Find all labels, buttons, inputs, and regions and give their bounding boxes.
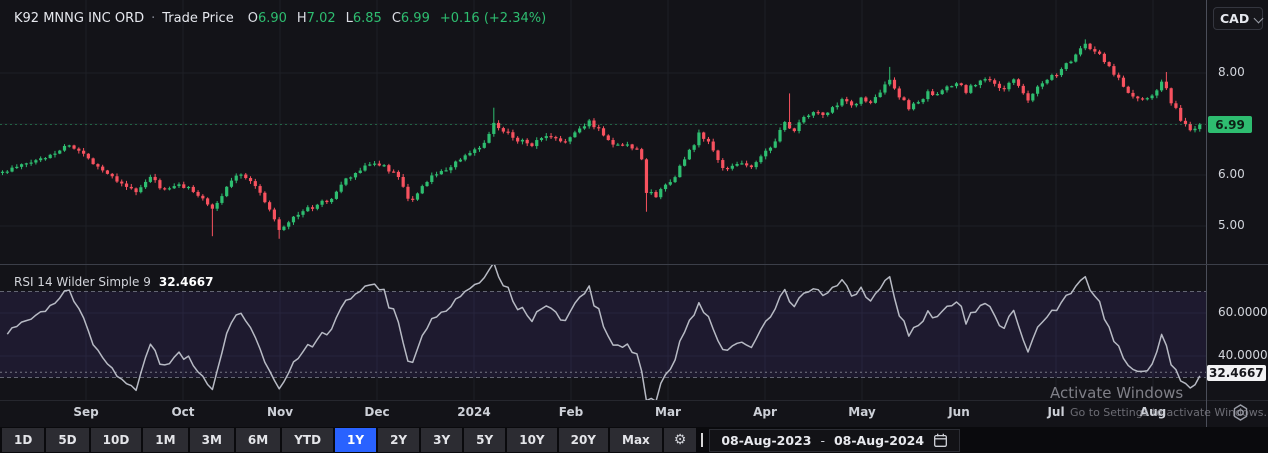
- rsi-value-badge: 32.4667: [1207, 365, 1266, 381]
- range-button-6m[interactable]: 6M: [235, 428, 281, 452]
- time-label-Jul: Jul: [1047, 405, 1065, 419]
- toolbar-divider: [701, 433, 704, 447]
- date-range-picker[interactable]: 08-Aug-2023 - 08-Aug-2024: [709, 428, 961, 452]
- rsi-tick-40.0000: 40.0000: [1218, 348, 1268, 362]
- rsi-indicator-legend: RSI 14 Wilder Simple 9 32.4667: [14, 275, 214, 289]
- date-range-end: 08-Aug-2024: [833, 432, 925, 448]
- rsi-indicator-pane[interactable]: [0, 265, 1206, 400]
- price-change: +0.16 (+2.34%): [439, 11, 547, 26]
- time-label-Jun: Jun: [948, 405, 970, 419]
- rsi-line: [6, 265, 1201, 400]
- range-button-ytd[interactable]: YTD: [282, 428, 334, 452]
- symbol-title: K92 MNNG INC ORD: [14, 11, 145, 26]
- ohlc-L: L6.85: [345, 11, 382, 26]
- chart-legend: K92 MNNG INC ORD · Trade Price O6.90 H7.0…: [14, 11, 546, 26]
- time-label-Feb: Feb: [558, 405, 584, 419]
- time-label-Mar: Mar: [655, 405, 681, 419]
- currency-label: CAD: [1220, 11, 1250, 26]
- price-tick-8.00: 8.00: [1218, 65, 1245, 79]
- ohlc-H: H7.02: [296, 11, 336, 26]
- price-tick-5.00: 5.00: [1218, 218, 1245, 232]
- range-button-5d[interactable]: 5D: [46, 428, 89, 452]
- currency-selector[interactable]: CAD: [1213, 7, 1263, 30]
- range-button-20y[interactable]: 20Y: [558, 428, 608, 452]
- date-range-separator: -: [820, 432, 825, 448]
- rsi-title-text: RSI 14 Wilder Simple 9: [14, 275, 151, 289]
- time-label-2024: 2024: [457, 405, 491, 419]
- time-label-May: May: [848, 405, 876, 419]
- price-axis-separator: [1206, 0, 1207, 447]
- pane-separator[interactable]: [0, 264, 1268, 265]
- range-toolbar: 1D 5D 10D 1M 3M 6M YTD 1Y 2Y 3Y 5Y 10Y 20Y Max ⚙ 08-Au…: [0, 427, 1268, 453]
- rsi-tick-60.0000: 60.0000: [1218, 305, 1268, 319]
- time-axis[interactable]: Sep Oct Nov Dec 2024 Feb Mar Apr May Jun Jul Aug: [0, 400, 1206, 426]
- range-button-10y[interactable]: 10Y: [507, 428, 557, 452]
- time-label-Dec: Dec: [364, 405, 390, 419]
- calendar-icon: [933, 433, 948, 448]
- timeline-separator: [0, 400, 1268, 401]
- time-label-Nov: Nov: [266, 405, 294, 419]
- ohlc-values: O6.90 H7.02 L6.85 C6.99: [248, 11, 440, 26]
- range-button-3m[interactable]: 3M: [189, 428, 234, 452]
- last-price-badge: 6.99: [1208, 116, 1252, 133]
- price-candlestick-chart[interactable]: [0, 0, 1206, 264]
- chevron-down-icon: [1255, 13, 1256, 21]
- series-label: Trade Price: [162, 11, 234, 26]
- range-button-1m[interactable]: 1M: [143, 428, 188, 452]
- ohlc-C: C6.99: [391, 11, 430, 26]
- range-button-3y[interactable]: 3Y: [421, 428, 463, 452]
- time-label-Aug: Aug: [1139, 405, 1167, 419]
- range-button-1d[interactable]: 1D: [2, 428, 45, 452]
- ohlc-O: O6.90: [247, 11, 287, 26]
- range-button-5y[interactable]: 5Y: [464, 428, 506, 452]
- range-button-2y[interactable]: 2Y: [378, 428, 420, 452]
- chart-settings-icon[interactable]: [1230, 402, 1251, 423]
- time-label-Sep: Sep: [73, 405, 99, 419]
- time-label-Apr: Apr: [753, 405, 777, 419]
- range-button-10d[interactable]: 10D: [90, 428, 142, 452]
- date-range-start: 08-Aug-2023: [721, 432, 812, 448]
- time-label-Oct: Oct: [171, 405, 195, 419]
- range-button-max[interactable]: Max: [610, 428, 662, 452]
- rsi-value: 32.4667: [158, 275, 214, 289]
- gear-icon[interactable]: ⚙: [663, 428, 697, 452]
- price-tick-6.00: 6.00: [1218, 167, 1245, 181]
- range-buttons: 1D 5D 10D 1M 3M 6M YTD 1Y 2Y 3Y 5Y 10Y 20Y Max ⚙: [0, 428, 697, 452]
- legend-separator: ·: [151, 11, 156, 26]
- range-button-1y[interactable]: 1Y: [335, 428, 377, 452]
